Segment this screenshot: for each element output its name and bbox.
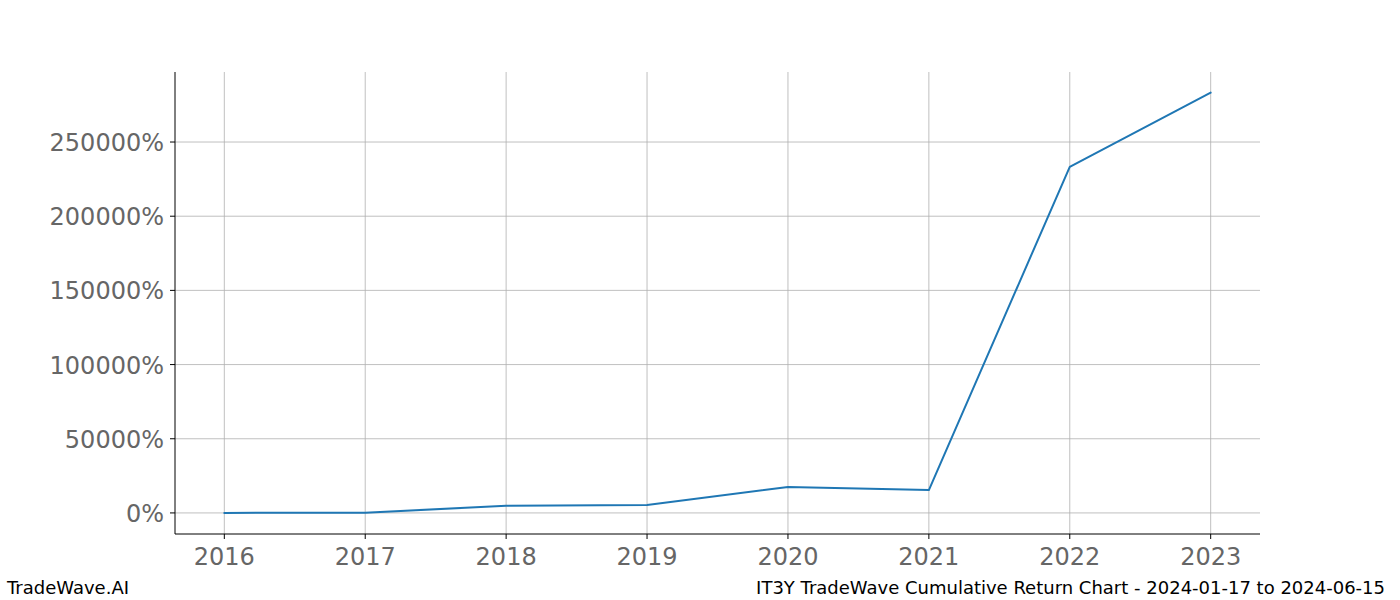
- line-series: [224, 93, 1210, 513]
- x-grid-line: [365, 72, 366, 534]
- x-grid-line: [1069, 72, 1070, 534]
- footer-title: IT3Y TradeWave Cumulative Return Chart -…: [756, 577, 1385, 598]
- y-tick: [170, 142, 175, 143]
- y-grid-line: [175, 364, 1260, 365]
- y-axis-line: [175, 72, 176, 534]
- y-tick: [170, 216, 175, 217]
- x-tick: [1069, 534, 1070, 539]
- y-tick-label: 0%: [126, 500, 164, 528]
- x-tick: [647, 534, 648, 539]
- x-tick: [928, 534, 929, 539]
- x-tick: [787, 534, 788, 539]
- x-grid-line: [1210, 72, 1211, 534]
- series-group: [224, 93, 1210, 513]
- grid: [175, 72, 1260, 534]
- x-tick-label: 2017: [335, 543, 396, 571]
- y-grid-line: [175, 438, 1260, 439]
- x-tick: [365, 534, 366, 539]
- x-tick: [506, 534, 507, 539]
- y-tick-label: 150000%: [50, 277, 164, 305]
- x-tick-label: 2022: [1039, 543, 1100, 571]
- x-grid-line: [506, 72, 507, 534]
- x-tick-label: 2016: [194, 543, 255, 571]
- y-tick: [170, 512, 175, 513]
- x-tick-label: 2023: [1180, 543, 1241, 571]
- x-tick: [1210, 534, 1211, 539]
- x-grid-line: [787, 72, 788, 534]
- x-grid-line: [647, 72, 648, 534]
- y-tick-label: 100000%: [50, 352, 164, 380]
- y-grid-line: [175, 216, 1260, 217]
- x-tick-label: 2020: [757, 543, 818, 571]
- x-tick-label: 2021: [898, 543, 959, 571]
- x-grid-line: [928, 72, 929, 534]
- y-grid-line: [175, 290, 1260, 291]
- x-tick-label: 2018: [476, 543, 537, 571]
- y-grid-line: [175, 142, 1260, 143]
- chart: 2016 2017 2018 2019 2020 2021 2022 2023 0% 50000%…: [0, 0, 1400, 600]
- y-tick-label: 200000%: [50, 203, 164, 231]
- y-tick-label: 250000%: [50, 129, 164, 157]
- x-grid-line: [224, 72, 225, 534]
- y-tick: [170, 438, 175, 439]
- y-tick: [170, 364, 175, 365]
- y-tick-label: 50000%: [65, 426, 164, 454]
- x-tick-label: 2019: [617, 543, 678, 571]
- x-tick: [224, 534, 225, 539]
- footer-left: TradeWave.AI: [6, 577, 129, 598]
- y-tick: [170, 290, 175, 291]
- x-axis-line: [175, 534, 1260, 535]
